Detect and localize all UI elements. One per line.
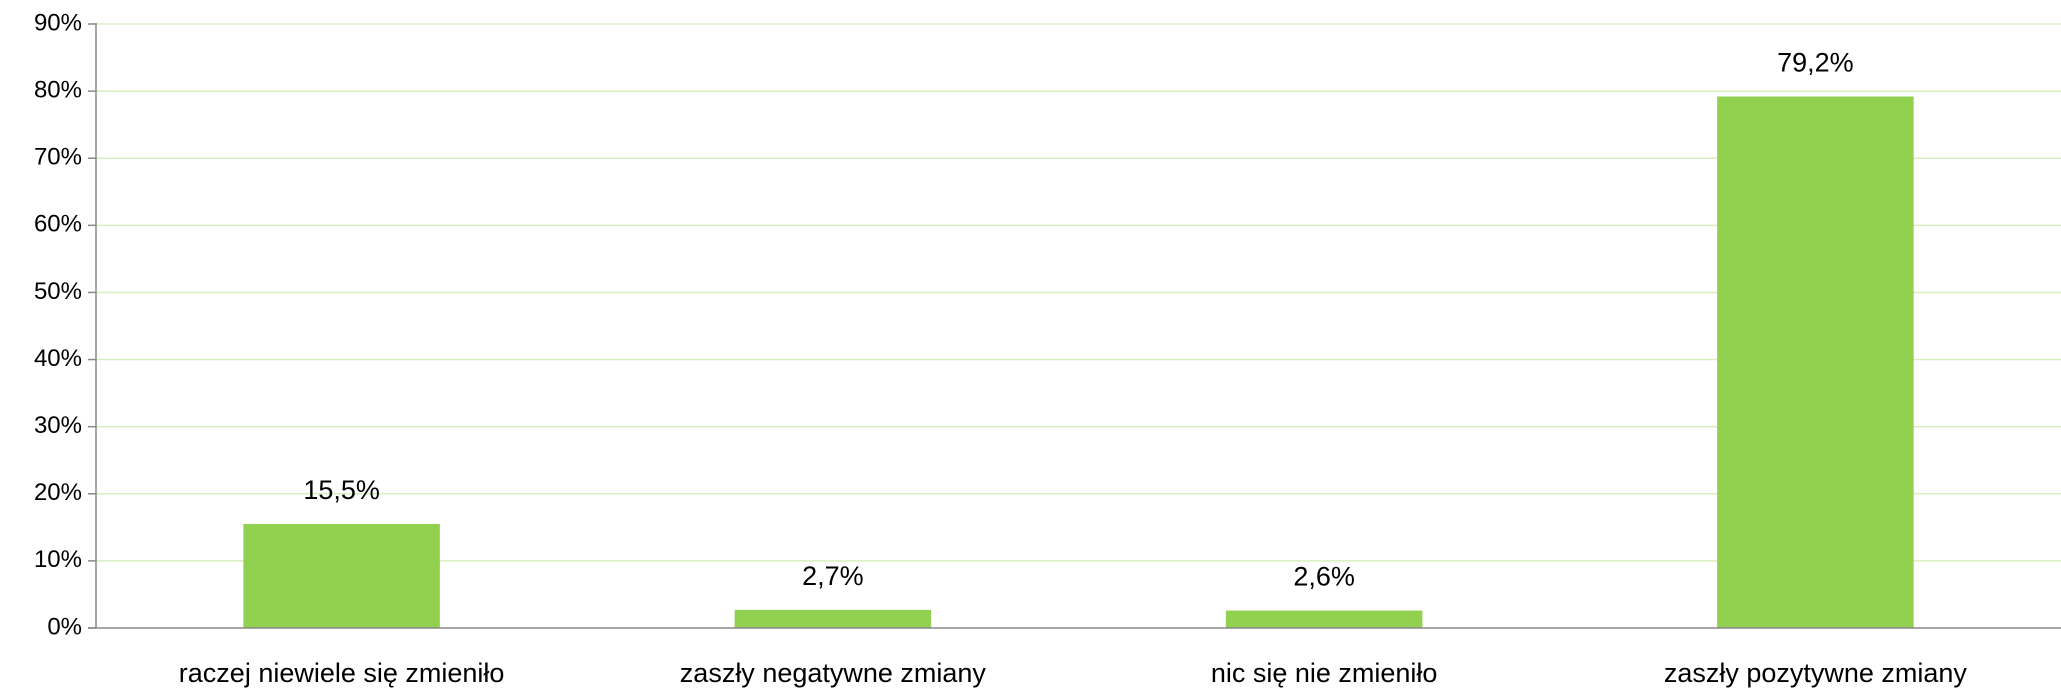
bar (1717, 96, 1914, 629)
y-tick-label: 40% (34, 345, 82, 372)
y-tick-label: 20% (34, 479, 82, 506)
x-tick-label: zaszły negatywne zmiany (680, 658, 987, 688)
data-label: 15,5% (303, 475, 380, 505)
y-tick-label: 30% (34, 412, 82, 439)
x-tick-label: raczej niewiele się zmieniło (179, 658, 505, 688)
y-tick-label: 90% (34, 9, 82, 36)
data-label: 2,6% (1293, 562, 1355, 592)
y-tick-label: 70% (34, 144, 82, 171)
data-label: 79,2% (1777, 48, 1854, 78)
y-tick-label: 10% (34, 546, 82, 573)
data-label: 2,7% (802, 561, 864, 591)
y-tick-label: 60% (34, 211, 82, 238)
y-tick-label: 0% (47, 613, 82, 640)
x-tick-label: zaszły pozytywne zmiany (1664, 658, 1968, 688)
bar (1225, 610, 1423, 628)
bar (734, 609, 932, 628)
bar (243, 523, 440, 628)
y-tick-label: 80% (34, 76, 82, 103)
x-tick-label: nic się nie zmieniło (1211, 658, 1438, 688)
y-tick-label: 50% (34, 278, 82, 305)
